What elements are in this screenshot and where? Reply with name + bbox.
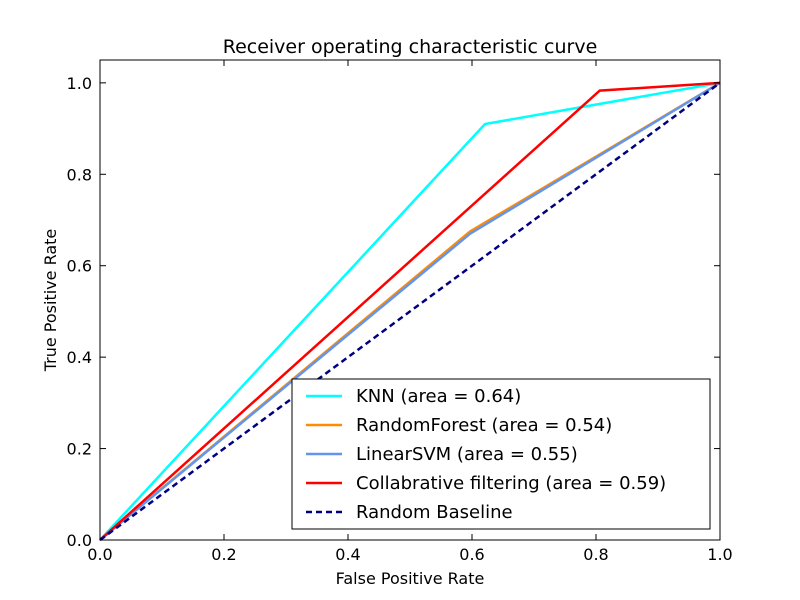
chart-title: Receiver operating characteristic curve [223, 36, 598, 58]
legend-label: LinearSVM (area = 0.55) [356, 444, 578, 465]
series-line-0 [99, 81, 721, 541]
plot-frame [99, 59, 721, 541]
series-layer [99, 81, 721, 542]
y-tick-label: 0.0 [67, 531, 92, 550]
legend-label: KNN (area = 0.64) [356, 386, 521, 407]
series-line-3 [99, 81, 721, 541]
y-tick-label: 0.4 [67, 348, 92, 367]
series-line-2 [99, 81, 721, 541]
series-line-4 [99, 81, 721, 542]
legend-label: Random Baseline [356, 502, 513, 523]
y-axis-label: True Positive Rate [41, 229, 60, 373]
x-tick-label: 0.2 [211, 545, 236, 564]
x-tick-label: 1.0 [707, 545, 732, 564]
x-axis-label: False Positive Rate [336, 569, 485, 588]
x-tick-label: 0.0 [87, 545, 112, 564]
legend: KNN (area = 0.64) RandomForest (area = 0.… [291, 378, 711, 530]
x-tick-label: 0.4 [335, 545, 360, 564]
ticks-layer: 0.0 0.2 0.4 0.6 0.8 1.0 0.0 0.2 0.4 0.6 0.8 1.0 [67, 60, 733, 564]
y-tick-label: 0.6 [67, 257, 92, 276]
legend-label: RandomForest (area = 0.54) [356, 415, 612, 436]
legend-box [291, 378, 711, 530]
legend-label: Collabrative filtering (area = 0.59) [356, 473, 666, 494]
y-tick-label: 0.8 [67, 165, 92, 184]
y-tick-label: 1.0 [67, 74, 92, 93]
x-tick-label: 0.8 [583, 545, 608, 564]
y-tick-label: 0.2 [67, 440, 92, 459]
x-tick-label: 0.6 [459, 545, 484, 564]
